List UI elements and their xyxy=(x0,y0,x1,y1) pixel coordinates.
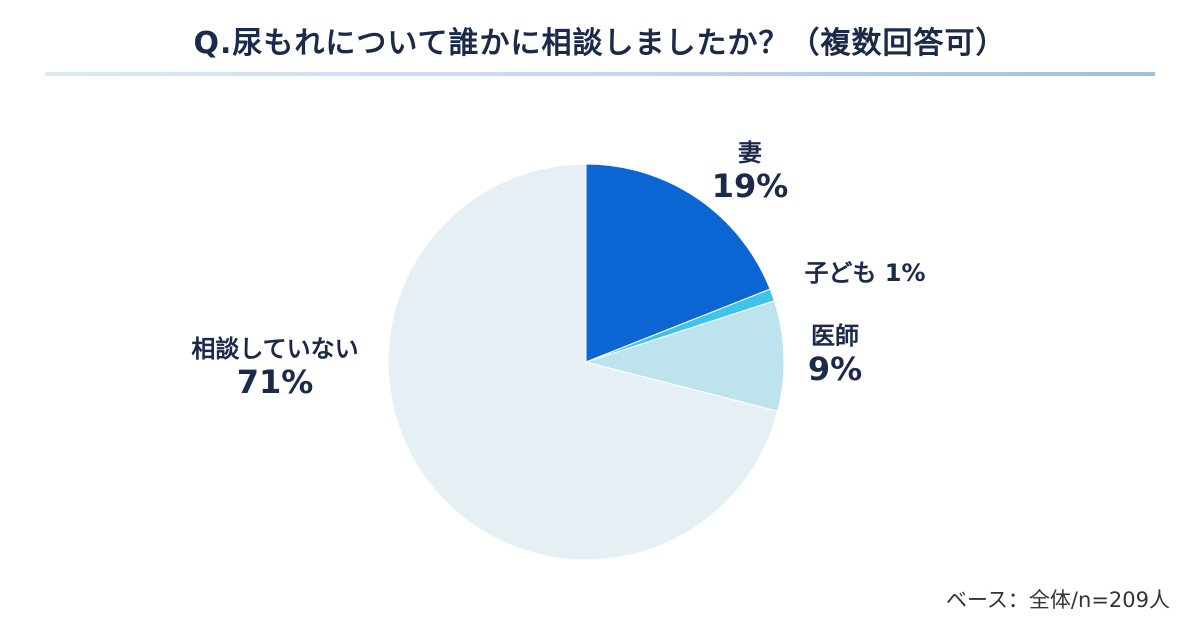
slice-label-children: 子ども 1% xyxy=(780,259,950,288)
slice-value-label: 19% xyxy=(711,166,789,205)
slice-label-doctor: 医師 9% xyxy=(760,322,910,388)
title-underline xyxy=(45,72,1155,76)
slice-value-label: 9% xyxy=(807,349,863,388)
pie-slice-doctor xyxy=(584,300,785,412)
slice-category-label: 相談していない xyxy=(191,335,359,363)
slice-category-label: 医師 xyxy=(811,322,859,350)
slice-label-not-consulted: 相談していない 71% xyxy=(150,335,400,401)
pie-slice-not-consulted xyxy=(387,163,779,561)
chart-title: Q.尿もれについて誰かに相談しましたか？（複数回答可） xyxy=(193,26,1007,61)
slice-value-label: 71% xyxy=(236,362,314,401)
slice-category-label: 妻 xyxy=(738,139,762,167)
pie-slice-wife xyxy=(585,163,771,363)
base-footnote: ベース：全体/n=209人 xyxy=(945,588,1170,612)
slice-inline-label: 子ども 1% xyxy=(804,259,926,287)
slice-label-wife: 妻 19% xyxy=(690,139,810,205)
